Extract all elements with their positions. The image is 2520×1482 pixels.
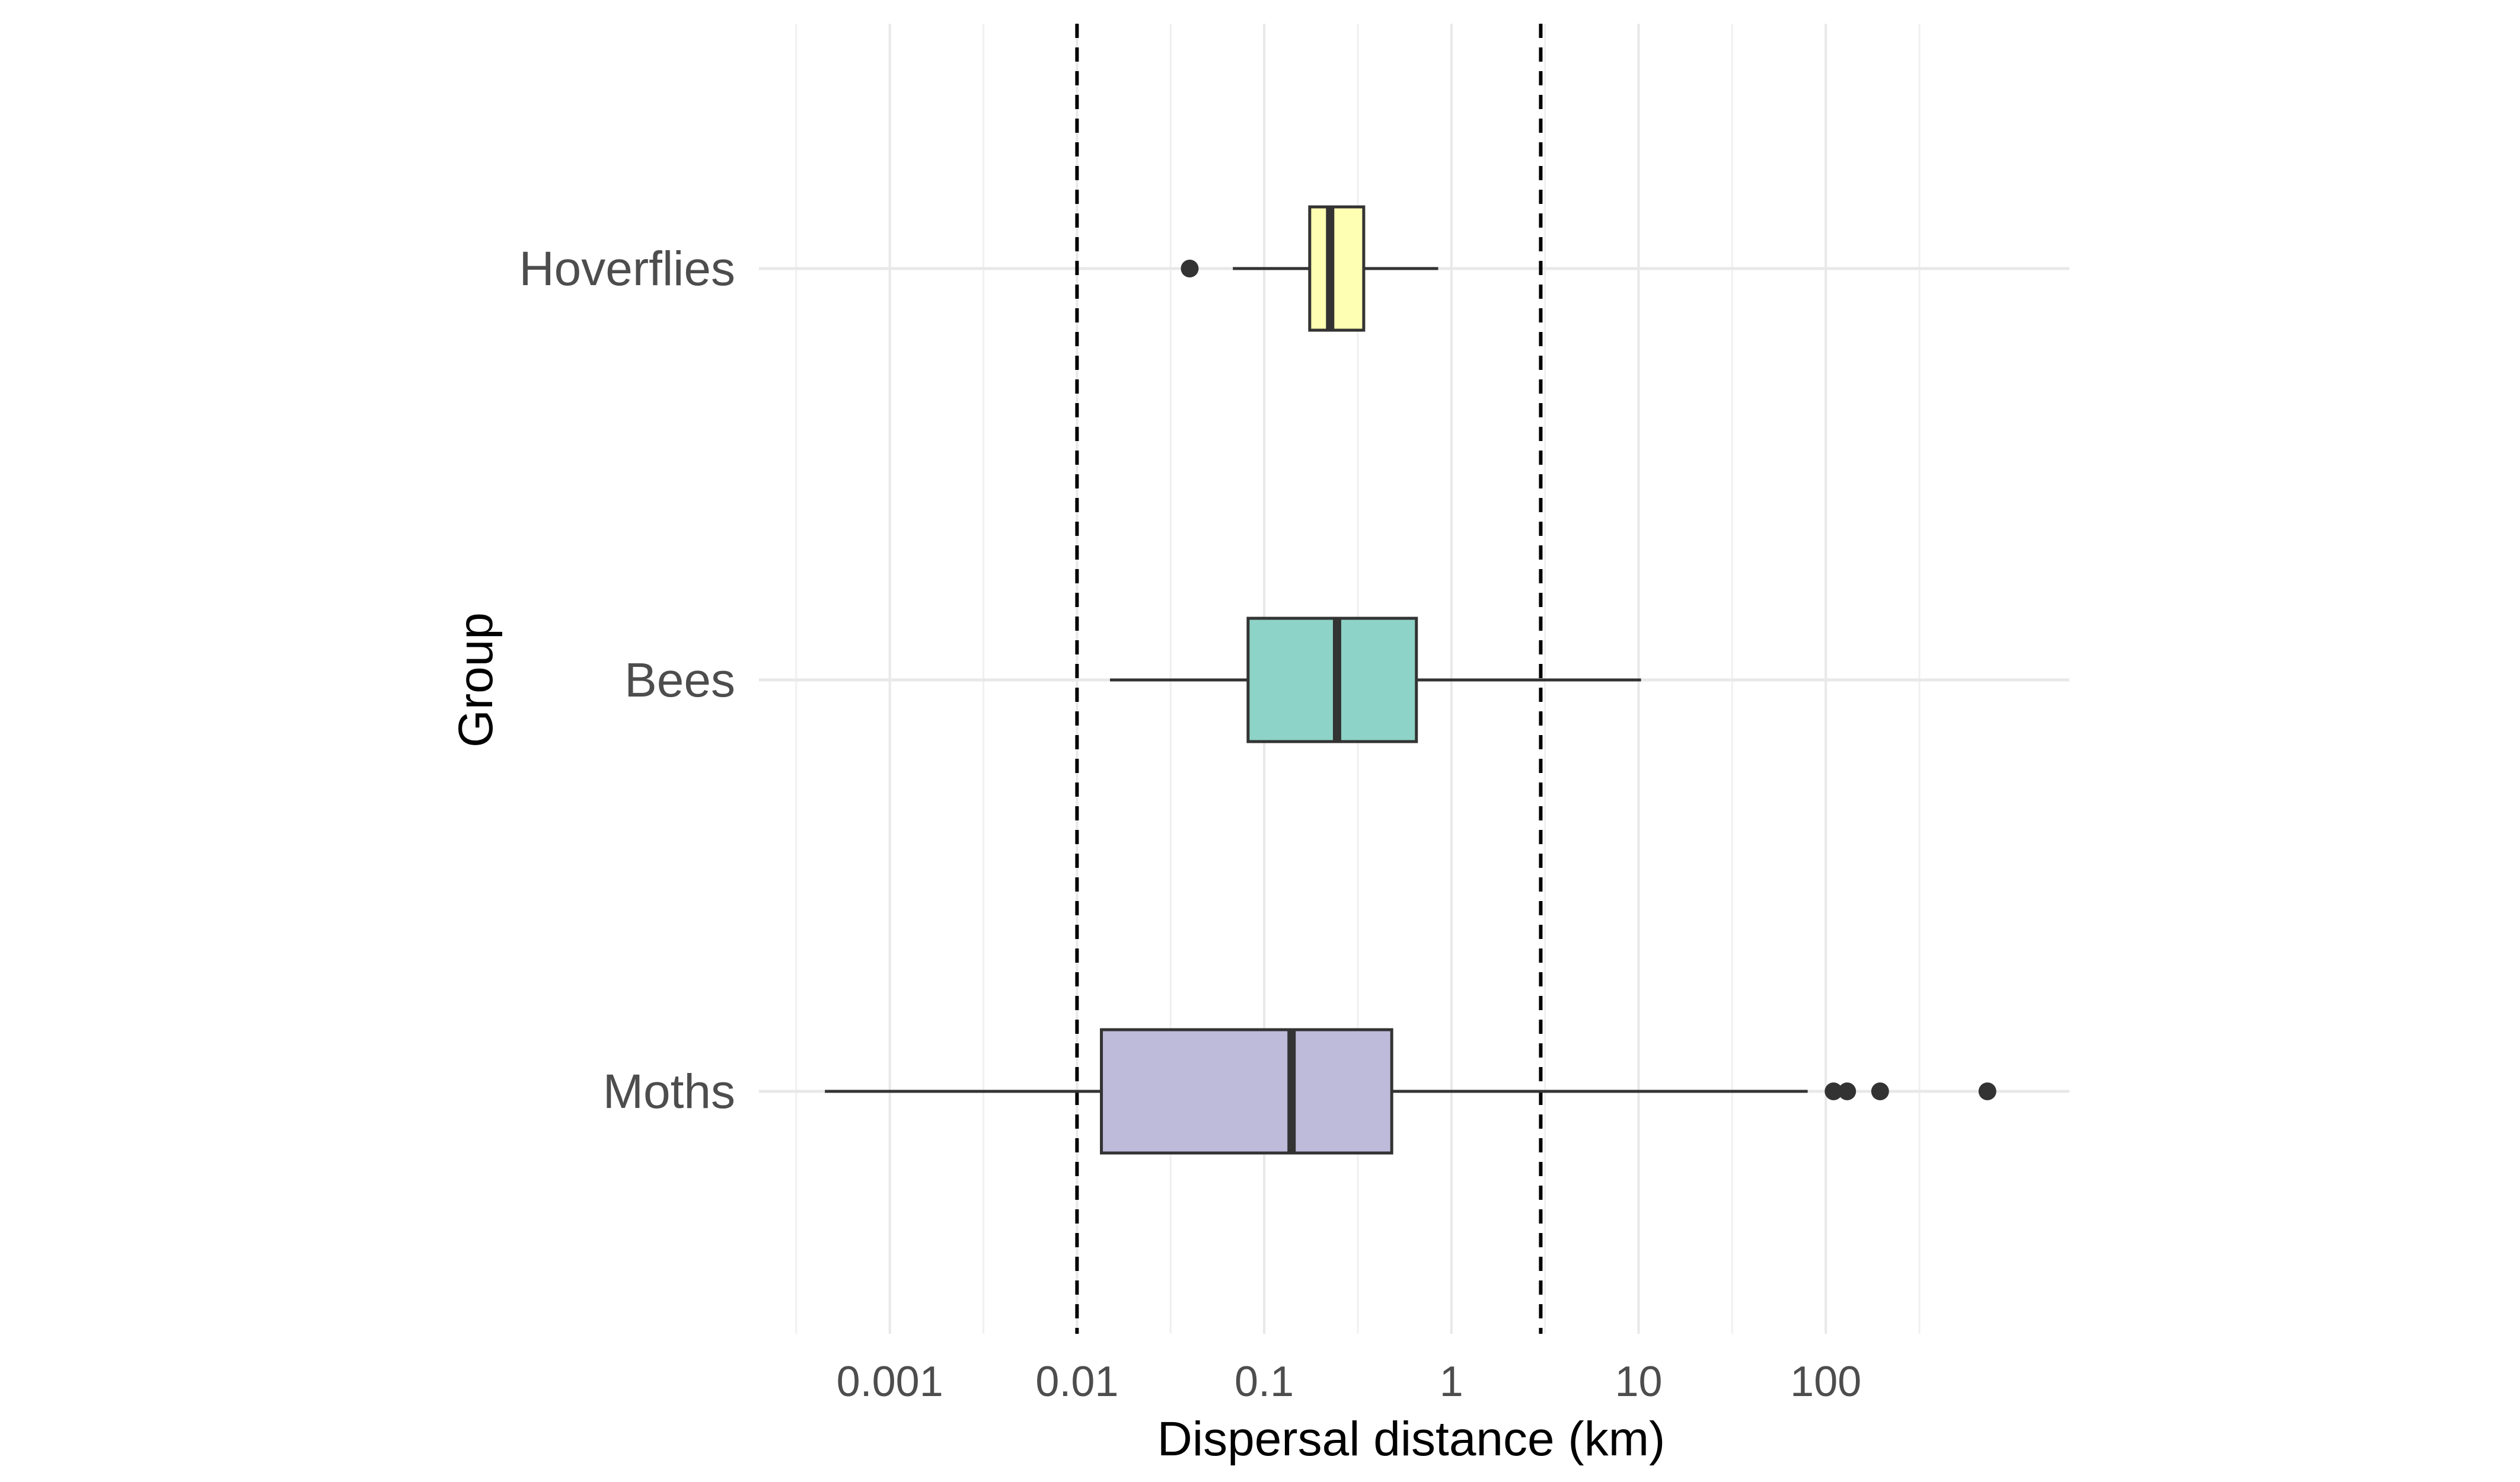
x-axis-tick-labels: 0.001 0.01 0.1 1 10 100 [837, 1358, 1862, 1406]
y-category-label: Hoverflies [519, 242, 735, 296]
reference-lines [1075, 24, 1543, 1334]
iqr-box [1100, 1028, 1393, 1155]
y-axis-category-labels: Hoverflies Bees Moths [519, 242, 735, 1119]
boxplot-series [825, 205, 1996, 1155]
x-tick-label: 1 [1440, 1358, 1463, 1406]
y-category-label: Moths [603, 1065, 735, 1119]
y-axis-title: Group [449, 612, 503, 748]
boxplot-moths [825, 1028, 1996, 1155]
outlier-point [1978, 1082, 1996, 1100]
boxplot-hoverflies [1181, 205, 1438, 332]
boxplot-bees [1109, 617, 1641, 743]
x-tick-label: 0.001 [837, 1358, 943, 1406]
outlier-point [1824, 1082, 1843, 1100]
x-tick-label: 100 [1790, 1358, 1861, 1406]
x-tick-label: 0.01 [1035, 1358, 1118, 1406]
outlier-point [1838, 1082, 1856, 1100]
outlier-point [1181, 260, 1199, 277]
x-tick-label: 10 [1615, 1358, 1662, 1406]
x-tick-label: 0.1 [1235, 1358, 1294, 1406]
x-axis-title: Dispersal distance (km) [1157, 1412, 1666, 1466]
y-category-label: Bees [624, 653, 735, 707]
outlier-point [1871, 1082, 1889, 1100]
iqr-box [1246, 617, 1418, 743]
iqr-box [1308, 205, 1366, 332]
